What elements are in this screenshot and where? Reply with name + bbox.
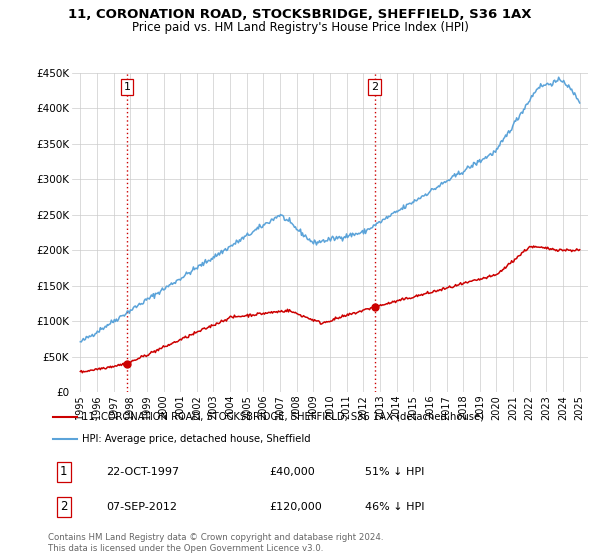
Text: Contains HM Land Registry data © Crown copyright and database right 2024.: Contains HM Land Registry data © Crown c… [48,533,383,542]
Text: £120,000: £120,000 [270,502,323,512]
Text: 1: 1 [124,82,131,92]
Text: Price paid vs. HM Land Registry's House Price Index (HPI): Price paid vs. HM Land Registry's House … [131,21,469,34]
Text: HPI: Average price, detached house, Sheffield: HPI: Average price, detached house, Shef… [82,434,311,444]
Text: This data is licensed under the Open Government Licence v3.0.: This data is licensed under the Open Gov… [48,544,323,553]
Text: 51% ↓ HPI: 51% ↓ HPI [365,467,424,477]
Text: 46% ↓ HPI: 46% ↓ HPI [365,502,424,512]
Text: 22-OCT-1997: 22-OCT-1997 [106,467,179,477]
Text: 07-SEP-2012: 07-SEP-2012 [106,502,177,512]
Text: £40,000: £40,000 [270,467,316,477]
Text: 2: 2 [371,82,379,92]
Text: 11, CORONATION ROAD, STOCKSBRIDGE, SHEFFIELD, S36 1AX (detached house): 11, CORONATION ROAD, STOCKSBRIDGE, SHEFF… [82,412,484,422]
Text: 1: 1 [60,465,68,478]
Text: 2: 2 [60,500,68,514]
Text: 11, CORONATION ROAD, STOCKSBRIDGE, SHEFFIELD, S36 1AX: 11, CORONATION ROAD, STOCKSBRIDGE, SHEFF… [68,8,532,21]
